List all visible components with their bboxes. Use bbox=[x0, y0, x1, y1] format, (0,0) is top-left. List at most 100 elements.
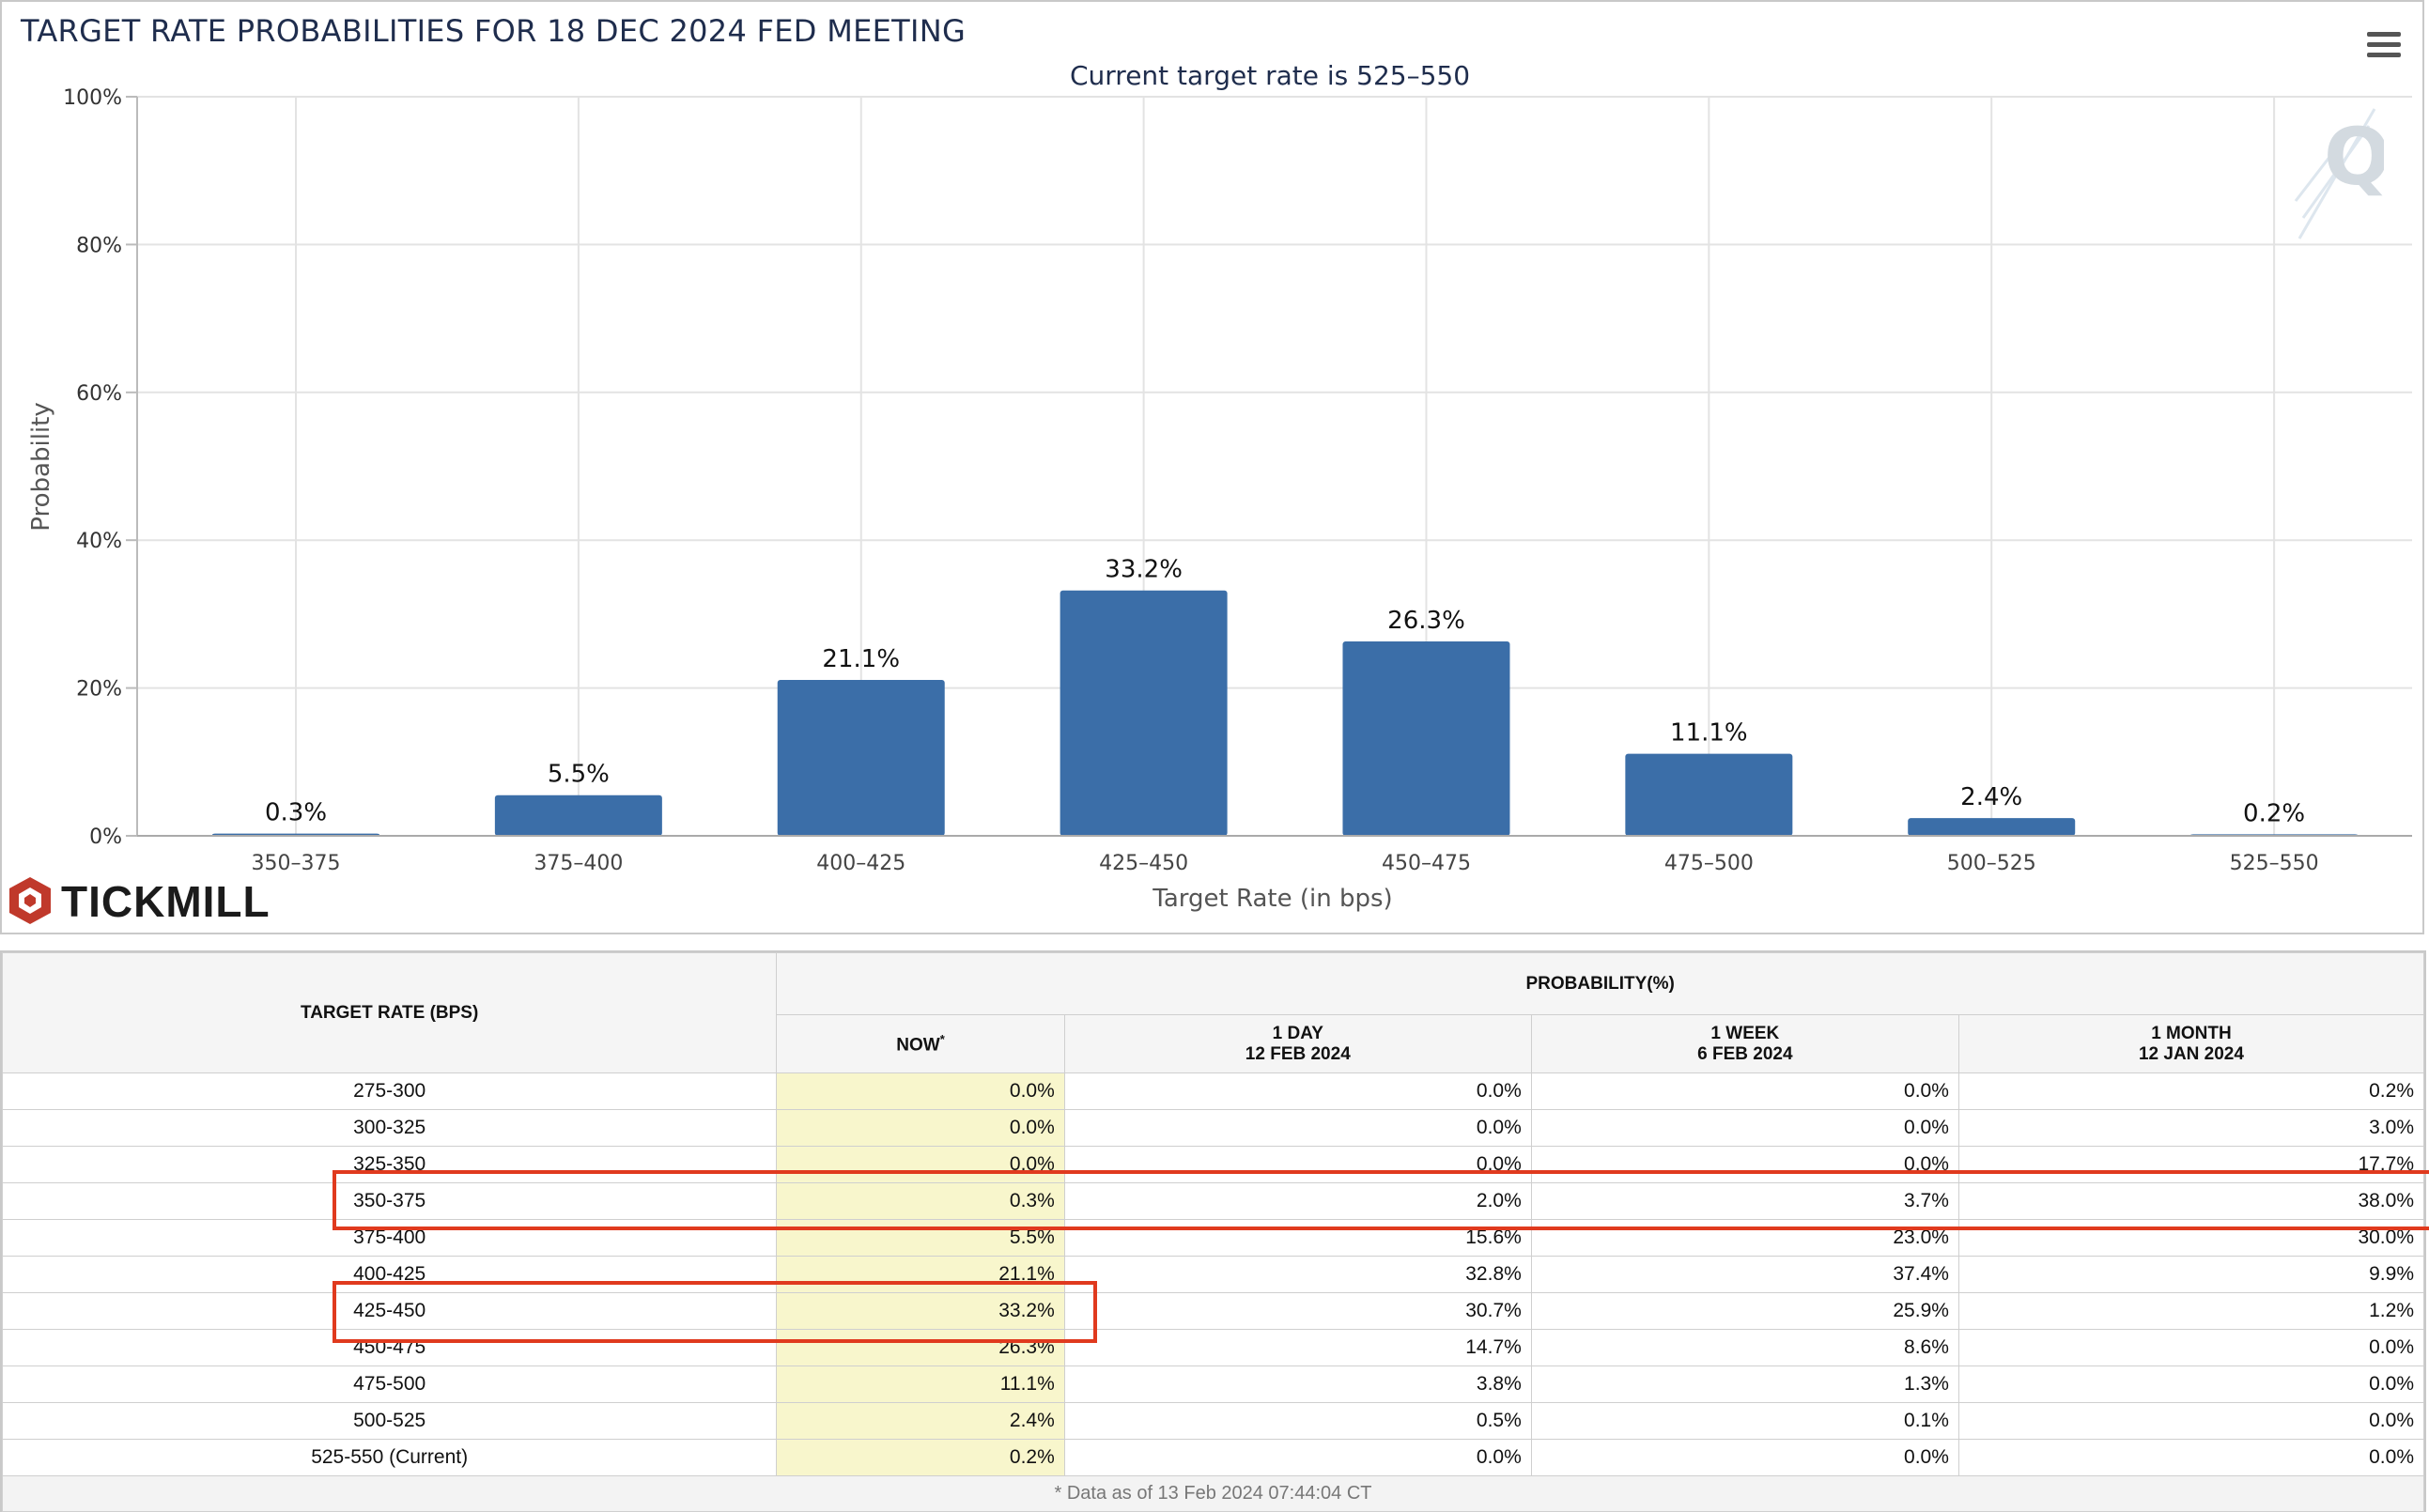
x-tick-label: 425–450 bbox=[1099, 852, 1188, 875]
probability-cell: 30.7% bbox=[1063, 1292, 1532, 1330]
x-tick-label: 350–375 bbox=[252, 852, 341, 875]
probability-cell: 9.9% bbox=[1957, 1256, 2425, 1293]
column-header-line1: 1 WEEK bbox=[1710, 1023, 1780, 1043]
target-rate-cell: 475-500 bbox=[1, 1365, 778, 1403]
now-probability-cell: 11.1% bbox=[776, 1365, 1065, 1403]
probability-cell: 32.8% bbox=[1063, 1256, 1532, 1293]
table-footnote: * Data as of 13 Feb 2024 07:44:04 CT bbox=[2, 1475, 2424, 1512]
target-rate-cell: 425-450 bbox=[1, 1292, 778, 1330]
now-footnote-marker: * bbox=[939, 1031, 945, 1046]
data-label: 26.3% bbox=[1387, 607, 1465, 635]
chart-menu-icon[interactable] bbox=[2367, 32, 2401, 60]
target-rate-cell: 525-550 (Current) bbox=[1, 1439, 778, 1476]
tickmill-logo-icon bbox=[9, 877, 51, 924]
table-row: 450-475 26.3% 14.7% 8.6% 0.0% bbox=[1, 1329, 2425, 1366]
now-probability-cell: 0.0% bbox=[776, 1146, 1065, 1183]
now-probability-cell: 0.2% bbox=[776, 1439, 1065, 1476]
gridlines bbox=[137, 96, 2412, 837]
target-rate-cell: 400-425 bbox=[1, 1256, 778, 1293]
column-header-2: 1 WEEK 6 FEB 2024 bbox=[1530, 1014, 1959, 1073]
now-probability-cell: 33.2% bbox=[776, 1292, 1065, 1330]
probability-cell: 0.0% bbox=[1063, 1439, 1532, 1476]
y-tick-label: 80% bbox=[76, 234, 122, 257]
probability-cell: 0.0% bbox=[1957, 1365, 2425, 1403]
y-tick-label: 0% bbox=[89, 825, 122, 849]
probability-cell: 25.9% bbox=[1530, 1292, 1959, 1330]
x-axis-title: Target Rate (in bps) bbox=[1152, 885, 1392, 913]
bar-425–450[interactable] bbox=[1060, 590, 1228, 836]
target-rate-cell: 500-525 bbox=[1, 1402, 778, 1440]
x-tick-label: 500–525 bbox=[1947, 852, 2036, 875]
x-tick-label: 375–400 bbox=[534, 852, 623, 875]
data-label: 33.2% bbox=[1105, 556, 1183, 584]
column-header-1: 1 DAY 12 FEB 2024 bbox=[1063, 1014, 1532, 1073]
axes: 0% 20% 40% 60% 80% 100% 350–375 375–400 400–425 4… bbox=[63, 86, 2412, 875]
menu-bar bbox=[2367, 32, 2401, 37]
probability-cell: 1.3% bbox=[1530, 1365, 1959, 1403]
probability-group-header: PROBABILITY(%) bbox=[776, 952, 2424, 1015]
y-tick-label: 20% bbox=[76, 678, 122, 702]
probability-cell: 17.7% bbox=[1957, 1146, 2425, 1183]
column-header-line1: 1 MONTH bbox=[2151, 1023, 2232, 1043]
y-tick-label: 40% bbox=[76, 530, 122, 553]
table-row: 300-325 0.0% 0.0% 0.0% 3.0% bbox=[1, 1109, 2425, 1147]
column-header-line2: 6 FEB 2024 bbox=[1697, 1043, 1793, 1064]
probability-cell: 0.0% bbox=[1530, 1072, 1959, 1110]
chart-panel: TARGET RATE PROBABILITIES FOR 18 DEC 202… bbox=[0, 0, 2424, 934]
data-label: 5.5% bbox=[548, 761, 610, 789]
now-probability-cell: 26.3% bbox=[776, 1329, 1065, 1366]
data-label: 2.4% bbox=[1960, 783, 2022, 811]
bar-400–425[interactable] bbox=[777, 679, 945, 836]
probability-cell: 3.8% bbox=[1063, 1365, 1532, 1403]
now-probability-cell: 0.0% bbox=[776, 1072, 1065, 1110]
now-probability-cell: 21.1% bbox=[776, 1256, 1065, 1293]
probability-cell: 0.0% bbox=[1063, 1109, 1532, 1147]
bar-450–475[interactable] bbox=[1342, 641, 1510, 836]
probability-cell: 15.6% bbox=[1063, 1219, 1532, 1257]
probability-cell: 3.7% bbox=[1530, 1182, 1959, 1220]
menu-bar bbox=[2367, 42, 2401, 47]
target-rate-cell: 275-300 bbox=[1, 1072, 778, 1110]
column-header-3: 1 MONTH 12 JAN 2024 bbox=[1957, 1014, 2425, 1073]
bars: 0.3% 5.5% 21.1% 33.2% 26.3% 11.1% 2.4% 0.2% bbox=[212, 556, 2359, 836]
probability-cell: 0.1% bbox=[1530, 1402, 1959, 1440]
data-label: 11.1% bbox=[1670, 719, 1748, 748]
x-tick-label: 475–500 bbox=[1664, 852, 1754, 875]
target-rate-cell: 450-475 bbox=[1, 1329, 778, 1366]
probability-cell: 30.0% bbox=[1957, 1219, 2425, 1257]
probability-cell: 0.0% bbox=[1957, 1402, 2425, 1440]
y-tick-label: 100% bbox=[63, 86, 122, 110]
target-rate-header: TARGET RATE (BPS) bbox=[1, 952, 778, 1073]
probability-cell: 0.0% bbox=[1063, 1072, 1532, 1110]
menu-bar bbox=[2367, 53, 2401, 57]
target-rate-cell: 350-375 bbox=[1, 1182, 778, 1220]
column-header-line1: 1 DAY bbox=[1272, 1023, 1323, 1043]
x-tick-label: 400–425 bbox=[816, 852, 905, 875]
table-row: 375-400 5.5% 15.6% 23.0% 30.0% bbox=[1, 1219, 2425, 1257]
probability-cell: 0.0% bbox=[1530, 1109, 1959, 1147]
bar-475–500[interactable] bbox=[1625, 753, 1793, 836]
probability-cell: 0.0% bbox=[1530, 1439, 1959, 1476]
probability-cell: 0.5% bbox=[1063, 1402, 1532, 1440]
target-rate-cell: 300-325 bbox=[1, 1109, 778, 1147]
tickmill-logo: TICKMILL bbox=[7, 875, 271, 928]
target-rate-cell: 375-400 bbox=[1, 1219, 778, 1257]
table-row: 425-450 33.2% 30.7% 25.9% 1.2% bbox=[1, 1292, 2425, 1330]
chart-title: TARGET RATE PROBABILITIES FOR 18 DEC 202… bbox=[21, 13, 967, 49]
data-label: 0.3% bbox=[265, 799, 327, 827]
bar-375–400[interactable] bbox=[494, 795, 662, 836]
table-row: 475-500 11.1% 3.8% 1.3% 0.0% bbox=[1, 1365, 2425, 1403]
x-tick-label: 450–475 bbox=[1382, 852, 1471, 875]
probability-cell: 1.2% bbox=[1957, 1292, 2425, 1330]
bar-500–525[interactable] bbox=[1908, 818, 2076, 836]
probability-table-panel: TARGET RATE (BPS) PROBABILITY(%) NOW* 1 D… bbox=[0, 950, 2429, 1512]
table-row: 275-300 0.0% 0.0% 0.0% 0.2% bbox=[1, 1072, 2425, 1110]
data-label: 0.2% bbox=[2243, 799, 2305, 827]
chart-subtitle: Current target rate is 525–550 bbox=[1069, 60, 1471, 91]
table-row: 500-525 2.4% 0.5% 0.1% 0.0% bbox=[1, 1402, 2425, 1440]
table-row: 525-550 (Current) 0.2% 0.0% 0.0% 0.0% bbox=[1, 1439, 2425, 1476]
now-probability-cell: 0.0% bbox=[776, 1109, 1065, 1147]
probability-cell: 14.7% bbox=[1063, 1329, 1532, 1366]
column-header-line1: NOW bbox=[896, 1035, 940, 1056]
now-probability-cell: 0.3% bbox=[776, 1182, 1065, 1220]
